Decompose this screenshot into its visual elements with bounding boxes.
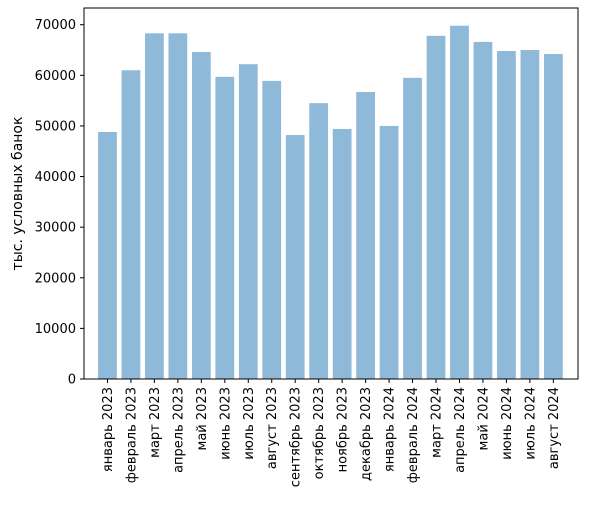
- bar: [215, 76, 235, 379]
- bar: [332, 128, 352, 379]
- y-tick-label: 70000: [35, 18, 76, 33]
- x-tick-label: февраль 2023: [124, 387, 139, 483]
- bar: [520, 50, 540, 379]
- bar: [238, 64, 258, 380]
- x-tick-label: апрель 2024: [453, 387, 468, 473]
- bar: [473, 41, 493, 379]
- x-tick-label: январь 2024: [383, 387, 398, 472]
- bar: [121, 70, 141, 379]
- x-tick-label: январь 2023: [101, 387, 116, 472]
- x-tick-label: ноябрь 2023: [336, 387, 351, 472]
- bar: [543, 54, 563, 380]
- bar: [497, 51, 516, 380]
- x-tick-label: декабрь 2023: [359, 387, 374, 481]
- x-tick-label: июнь 2023: [218, 387, 233, 460]
- x-tick-label: октябрь 2023: [312, 387, 327, 479]
- axes-layer: [83, 7, 579, 380]
- x-tick-label: апрель 2023: [171, 387, 186, 473]
- bar: [379, 125, 399, 380]
- y-tick-label: 0: [68, 373, 76, 388]
- bar: [191, 52, 211, 379]
- axes-frame: [83, 7, 579, 380]
- bar: [98, 132, 117, 379]
- x-tick-label: сентябрь 2023: [289, 387, 304, 487]
- y-ticks-layer: 0 10000 20000 30000 40000 50000 60000 70000: [35, 18, 84, 388]
- y-tick-label: 60000: [35, 69, 76, 84]
- x-tick-label: март 2024: [430, 387, 445, 458]
- bar: [356, 92, 375, 380]
- x-tick-label: май 2023: [195, 387, 210, 450]
- x-tick-label: июнь 2024: [500, 387, 515, 460]
- bar: [285, 135, 305, 379]
- y-tick-label: 40000: [35, 170, 76, 185]
- x-tick-label: май 2024: [476, 387, 491, 450]
- bar: [309, 103, 329, 380]
- y-axis-label: тыс. условных банок: [10, 117, 26, 271]
- x-tick-label: июль 2023: [242, 387, 257, 460]
- bar: [168, 33, 188, 380]
- x-tick-label: август 2024: [547, 387, 562, 469]
- x-tick-label: август 2023: [265, 387, 280, 469]
- x-tick-label: февраль 2024: [406, 387, 421, 483]
- x-tick-label: июль 2024: [523, 387, 538, 460]
- bar: [262, 80, 282, 379]
- bar: [426, 35, 446, 380]
- bar: [450, 25, 469, 380]
- x-ticks-layer: январь 2023 февраль 2023 март 2023 апрель 2…: [101, 379, 562, 487]
- y-tick-label: 10000: [35, 322, 76, 337]
- y-tick-label: 50000: [35, 119, 76, 134]
- bar: [145, 33, 164, 380]
- y-tick-label: 20000: [35, 271, 76, 286]
- bar: [403, 77, 422, 379]
- x-tick-label: март 2023: [148, 387, 163, 458]
- y-tick-label: 30000: [35, 221, 76, 236]
- bars-layer: [98, 25, 563, 380]
